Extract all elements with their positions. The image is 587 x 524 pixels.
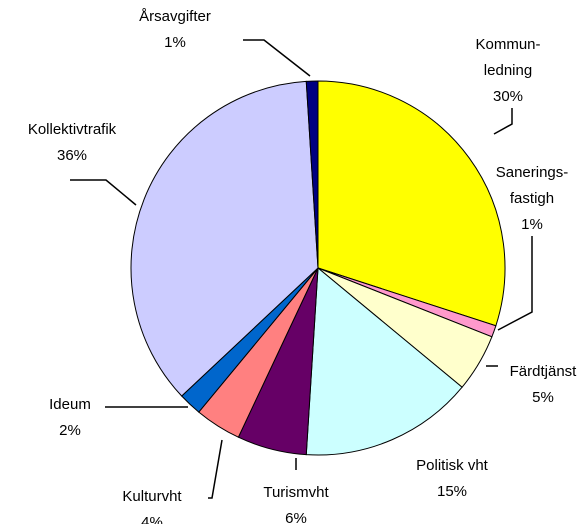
slice-label: Politisk vht [416, 457, 489, 474]
leader-line [493, 108, 513, 135]
leader-line [243, 39, 311, 77]
label-line: Kommun- [475, 36, 540, 53]
label-line: Årsavgifter [139, 8, 211, 25]
value-label: 6% [285, 510, 307, 524]
pie-slice [305, 266, 463, 456]
leader-line [208, 439, 223, 499]
label-line: fastigh [510, 190, 554, 207]
slice-label: Kommun-ledning [475, 36, 540, 79]
slice-label: Sanerings-fastigh [496, 164, 569, 207]
slice-label: Kollektivtrafik [28, 121, 117, 138]
label-line: Ideum [49, 396, 91, 413]
slice-label: Färdtjänst [510, 363, 578, 380]
value-label: 5% [532, 389, 554, 406]
leader-line [497, 236, 533, 331]
label-line: Turismvht [263, 484, 329, 501]
pie-slice [317, 80, 506, 327]
slice-label: Ideum [49, 396, 91, 413]
label-line: Kollektivtrafik [28, 121, 117, 138]
value-label: 1% [521, 216, 543, 233]
value-label: 1% [164, 34, 186, 51]
pie-slice [130, 80, 319, 397]
value-label: 4% [141, 514, 163, 524]
leader-line [70, 179, 137, 206]
label-line: Färdtjänst [510, 363, 578, 380]
label-line: Kulturvht [122, 488, 182, 505]
label-line: Politisk vht [416, 457, 489, 474]
label-line: ledning [484, 62, 532, 79]
value-label: 2% [59, 422, 81, 439]
value-label: 15% [437, 483, 467, 500]
value-label: 36% [57, 147, 87, 164]
slice-label: Kulturvht [122, 488, 182, 505]
label-line: Sanerings- [496, 164, 569, 181]
value-label: 30% [493, 88, 523, 105]
slice-label: Turismvht [263, 484, 329, 501]
slice-label: Årsavgifter [139, 8, 211, 25]
pie-slice [305, 80, 319, 269]
